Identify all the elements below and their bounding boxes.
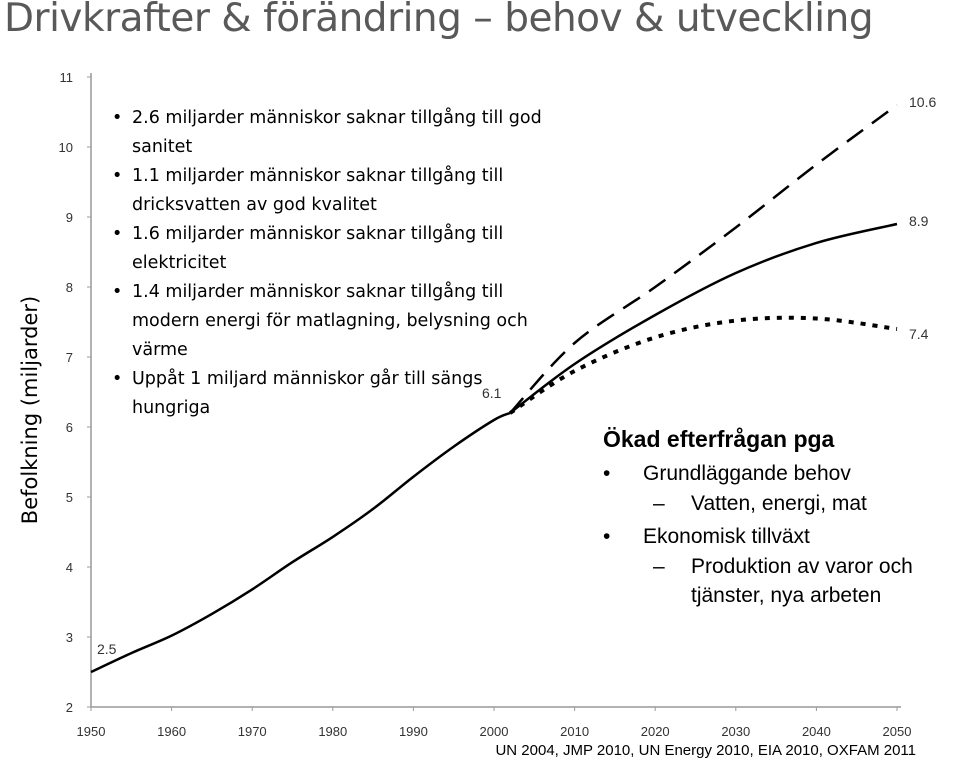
x-tick-label: 2030 [721, 724, 750, 739]
data-label: 10.6 [909, 94, 936, 110]
demand-item: Grundläggande behov [603, 459, 959, 489]
y-tick-label: 9 [66, 210, 73, 225]
facts-list: 2.6 miljarder människor saknar tillgång … [110, 104, 560, 423]
demand-box: Ökad efterfrågan pga Grundläggande behov… [603, 426, 959, 610]
fact-item: Uppåt 1 miljard människor går till sängs… [110, 365, 560, 423]
y-tick-label: 4 [66, 560, 73, 575]
y-tick-label: 3 [66, 630, 73, 645]
x-tick-label: 1950 [77, 724, 106, 739]
y-tick-label: 5 [66, 490, 73, 505]
fact-item: 1.4 miljarder människor saknar tillgång … [110, 278, 560, 365]
fact-item: 1.6 miljarder människor saknar tillgång … [110, 220, 560, 278]
fact-item: 1.1 miljarder människor saknar tillgång … [110, 162, 560, 220]
demand-subitem: Produktion av varor och tjänster, nya ar… [603, 552, 959, 610]
projection-line-solid [509, 222, 898, 414]
y-tick-label: 7 [66, 350, 73, 365]
demand-subitem: Vatten, energi, mat [603, 489, 959, 518]
x-tick-label: 1960 [157, 724, 186, 739]
y-tick-label: 8 [66, 280, 73, 295]
x-tick-label: 2040 [802, 724, 831, 739]
data-label: 2.5 [97, 641, 117, 657]
fact-item: 2.6 miljarder människor saknar tillgång … [110, 104, 560, 162]
x-tick-label: 2000 [480, 724, 509, 739]
source-citation: UN 2004, JMP 2010, UN Energy 2010, EIA 2… [495, 742, 916, 759]
page-title: Drivkrafter & förändring – behov & utvec… [4, 0, 874, 41]
x-tick-label: 1970 [238, 724, 267, 739]
demand-item: Ekonomisk tillväxt [603, 522, 959, 552]
y-tick-label: 6 [66, 420, 73, 435]
projection-line-dotted [509, 315, 898, 415]
x-tick-label: 2020 [641, 724, 670, 739]
x-tick-label: 1990 [399, 724, 428, 739]
data-label: 7.4 [909, 326, 929, 342]
x-tick-label: 2050 [883, 724, 912, 739]
x-tick-label: 1980 [318, 724, 347, 739]
y-tick-label: 10 [59, 140, 73, 155]
y-tick-label: 11 [60, 70, 74, 85]
x-tick-label: 2010 [560, 724, 589, 739]
demand-title: Ökad efterfrågan pga [603, 426, 835, 452]
historical-line [90, 411, 511, 674]
data-label: 8.9 [909, 213, 929, 229]
projection-line-dashed [509, 103, 898, 414]
y-tick-label: 2 [66, 700, 73, 715]
